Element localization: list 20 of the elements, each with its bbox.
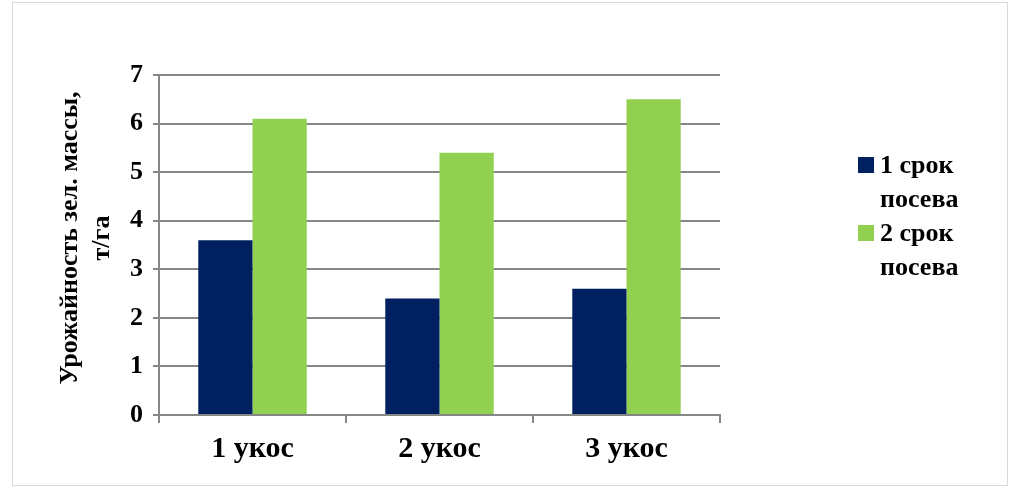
bar [252,118,307,414]
bar [198,240,253,414]
bar [385,298,440,414]
y-tick-label: 5 [130,155,143,185]
legend-label: 1 срок посева [880,149,960,215]
y-tick-label: 2 [130,301,143,331]
y-tick-label: 0 [130,398,143,428]
y-tick-label: 6 [130,107,143,137]
x-tick-label: 2 укос [398,429,481,463]
bar [572,288,627,414]
x-tick-label: 1 укос [211,429,294,463]
bar [626,99,681,414]
y-tick-label: 7 [130,58,143,88]
legend-label: 2 срок посева [880,217,960,283]
text: Урожайность зел. массы, т/га [54,91,115,385]
y-tick-label: 4 [130,204,143,234]
x-tick-label: 3 укос [585,429,668,463]
y-tick-label: 1 [130,350,143,380]
y-tick-label: 3 [130,253,143,282]
bar [439,152,494,414]
